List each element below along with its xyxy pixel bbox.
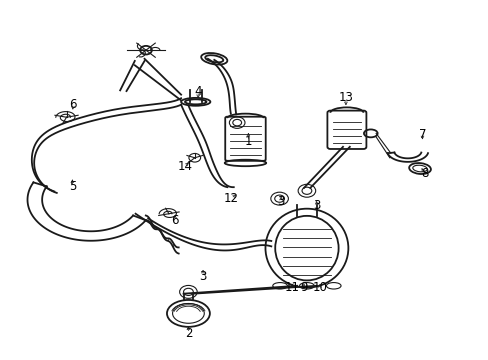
- Text: 4: 4: [194, 85, 202, 98]
- Text: 2: 2: [184, 327, 192, 340]
- Text: 1: 1: [244, 135, 252, 148]
- Text: 7: 7: [418, 127, 426, 141]
- Text: 13: 13: [338, 91, 353, 104]
- Text: 9: 9: [300, 281, 307, 294]
- Text: 12: 12: [223, 192, 238, 205]
- Text: 8: 8: [420, 167, 427, 180]
- Text: 3: 3: [277, 195, 284, 208]
- Text: 3: 3: [312, 199, 320, 212]
- Text: 5: 5: [68, 180, 76, 193]
- Text: 10: 10: [312, 281, 327, 294]
- Text: 11: 11: [284, 281, 299, 294]
- Text: 14: 14: [177, 160, 192, 173]
- Text: 3: 3: [199, 270, 206, 283]
- Text: 6: 6: [69, 98, 77, 111]
- Text: 6: 6: [171, 214, 179, 227]
